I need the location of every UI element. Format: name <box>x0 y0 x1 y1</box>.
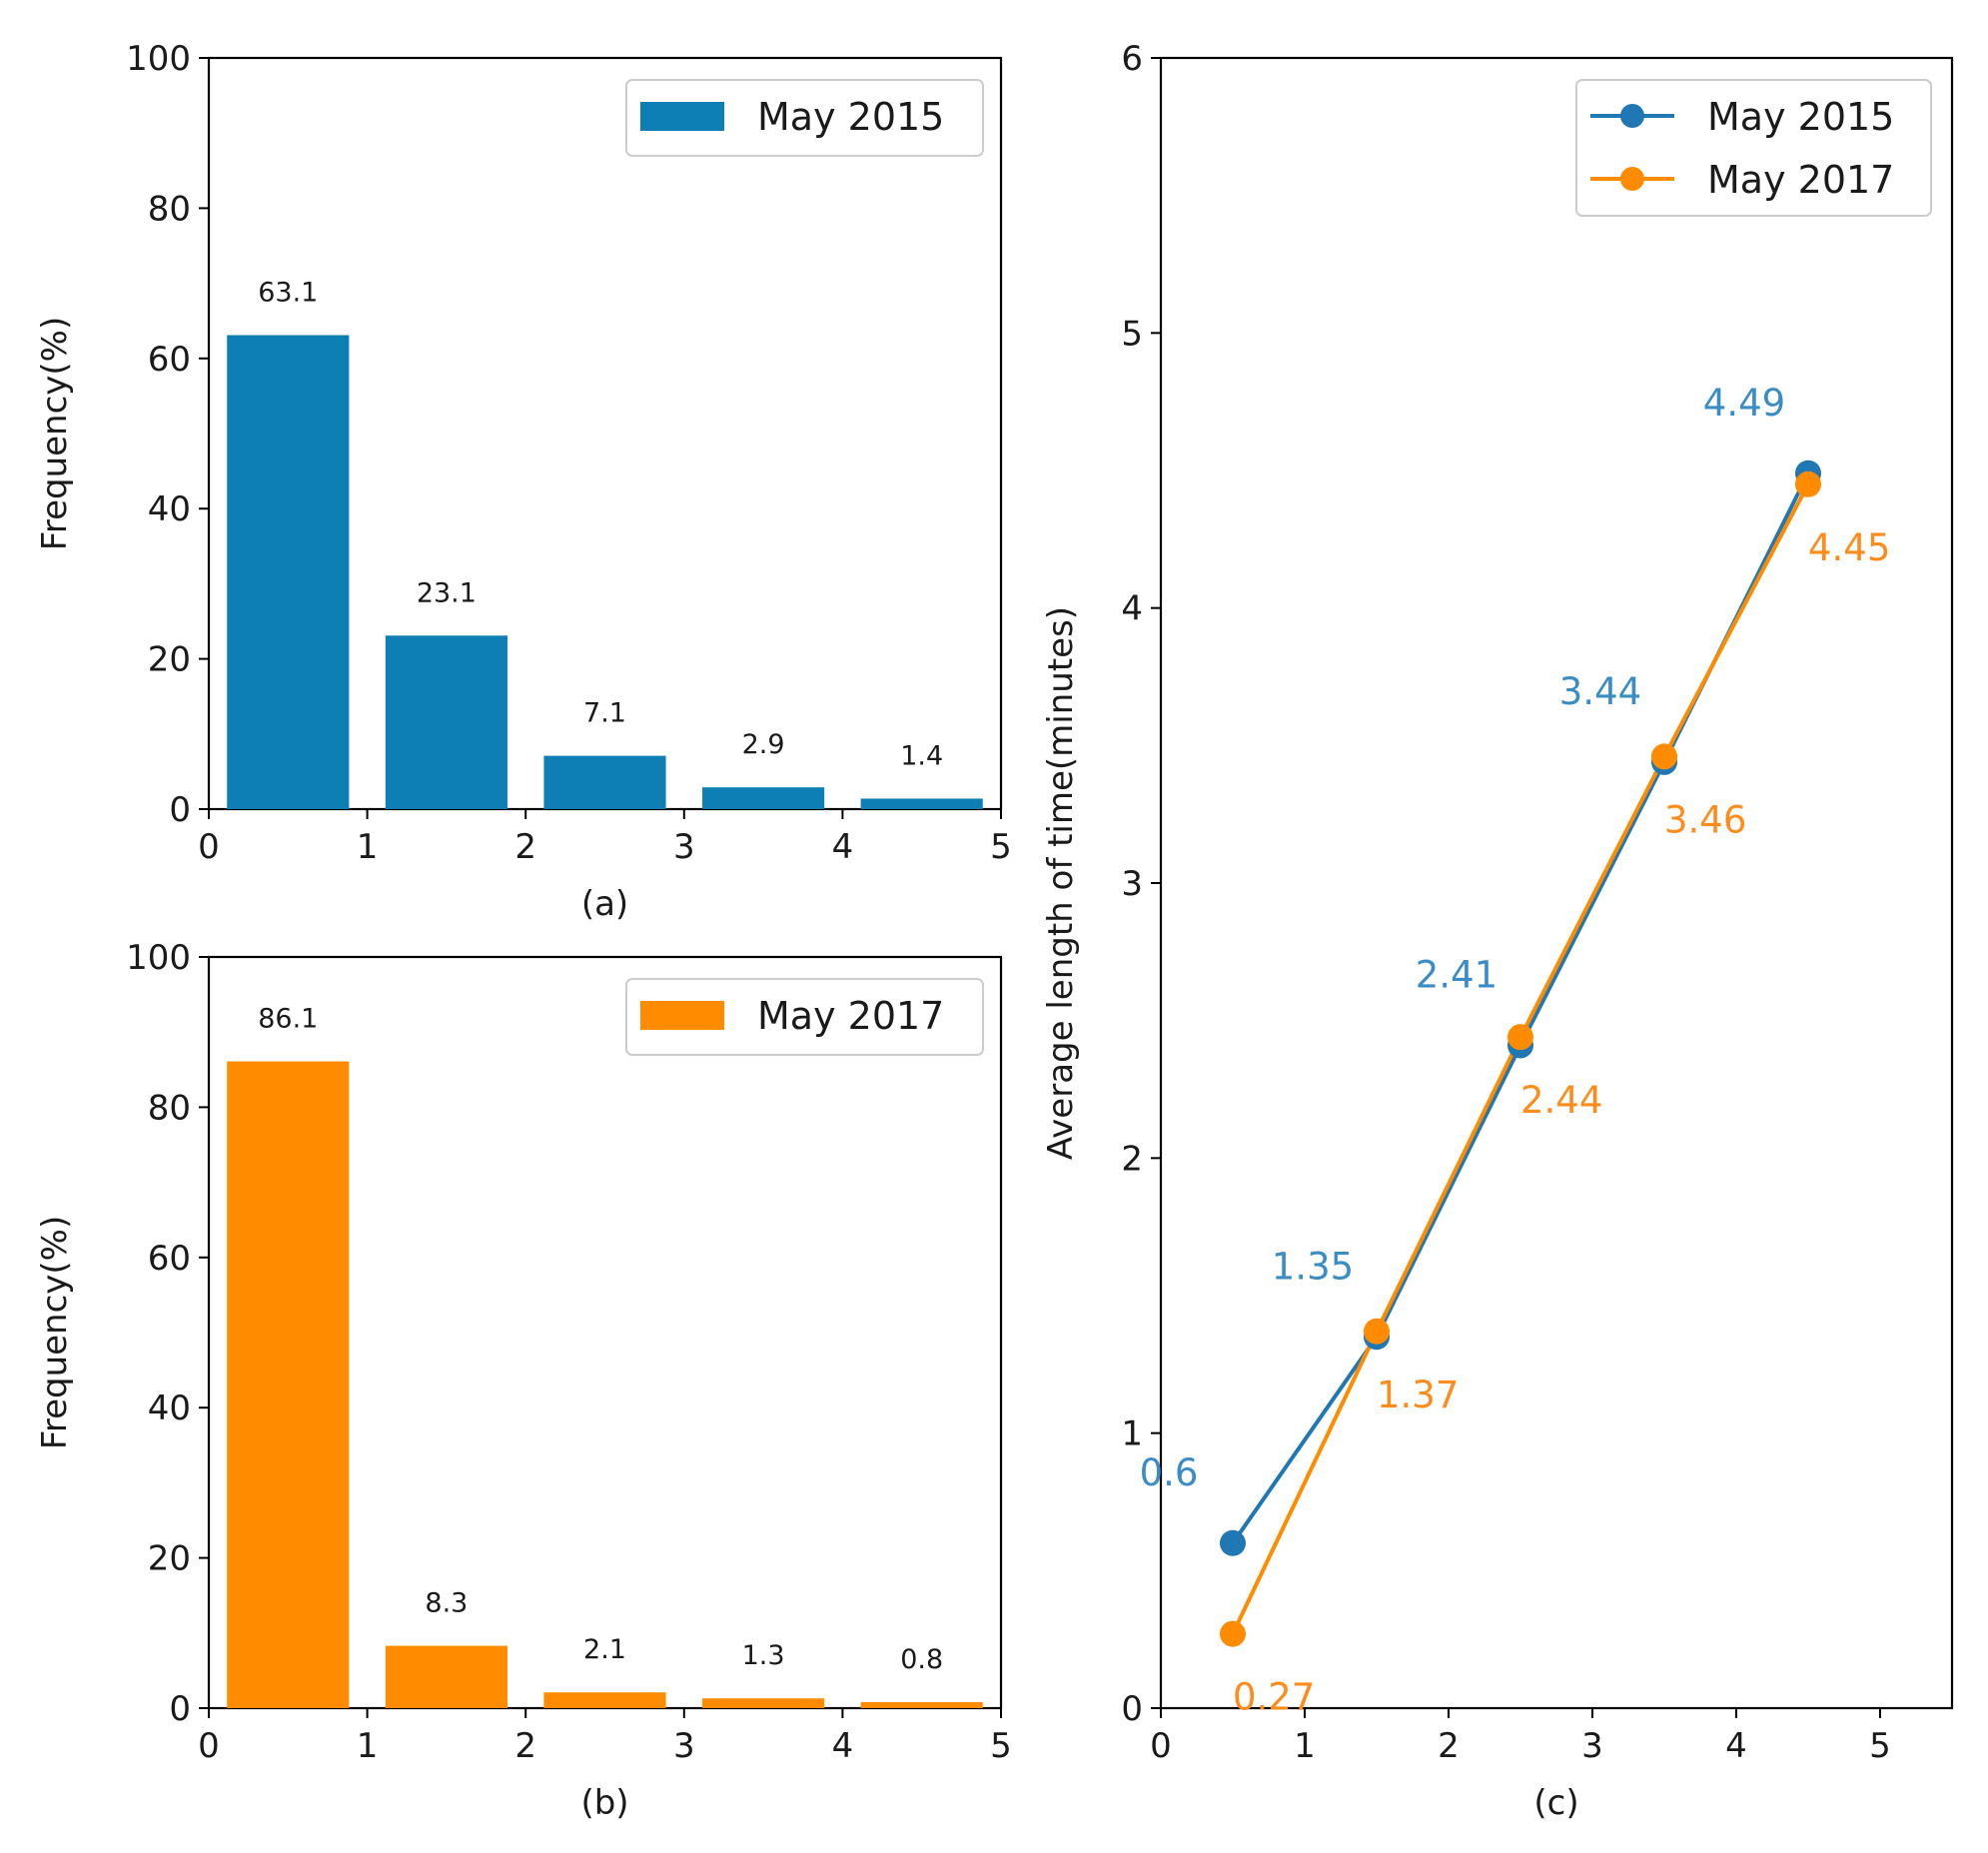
bar <box>227 1061 350 1708</box>
point-value-label: 1.37 <box>1377 1374 1459 1416</box>
bar <box>227 335 350 809</box>
x-tick-label: 1 <box>357 827 379 867</box>
y-axis-label: Frequency(%) <box>35 317 75 550</box>
y-tick-label: 100 <box>126 938 191 978</box>
legend-label: May 2017 <box>757 994 944 1038</box>
x-tick-label: 2 <box>514 1726 536 1766</box>
series-point-1 <box>1507 1024 1533 1051</box>
x-tick-label: 3 <box>1581 1726 1603 1766</box>
legend-swatch <box>640 102 724 131</box>
panel-caption: (b) <box>580 1783 628 1823</box>
axes-frame <box>1159 56 1954 1710</box>
chart-panel-a: 0 1 2 3 4 5 0 20 40 60 80 100 Frequency(%) (a) 63.1 23.… <box>35 39 1012 924</box>
x-tick-label: 4 <box>1725 1726 1747 1766</box>
legend-box <box>625 978 984 1056</box>
bar-value-label: 2.9 <box>742 729 785 760</box>
legend-label: May 2017 <box>1707 158 1894 202</box>
legend: May 2015 <box>625 79 984 157</box>
x-tick-label: 2 <box>1438 1726 1460 1766</box>
point-value-label: 4.45 <box>1808 526 1890 569</box>
y-tick-label: 80 <box>148 189 191 229</box>
point-value-label: 3.44 <box>1559 670 1641 713</box>
y-tick-label: 100 <box>126 39 191 79</box>
x-tick-label: 1 <box>1294 1726 1316 1766</box>
chart-panel-b: 0 1 2 3 4 5 0 20 40 60 80 100 Frequency(%) (b) 86.1 8.3… <box>35 938 1012 1823</box>
y-tick-label: 40 <box>148 1389 191 1428</box>
legend: May 2015 May 2017 <box>1575 79 1932 217</box>
legend-box <box>625 79 984 157</box>
x-tick-label: 0 <box>1150 1726 1172 1766</box>
series-line-1 <box>1231 482 1810 1635</box>
y-tick-label: 6 <box>1121 39 1143 79</box>
bar <box>860 1701 983 1708</box>
x-tick-label: 0 <box>198 827 220 867</box>
y-tick-label: 60 <box>148 1239 191 1279</box>
point-value-label: 1.35 <box>1272 1245 1354 1288</box>
y-tick-label: 5 <box>1121 314 1143 354</box>
series-point-1 <box>1795 470 1821 497</box>
bar-value-label: 2.1 <box>583 1634 626 1665</box>
legend-marker <box>1620 167 1644 191</box>
legend-marker <box>1620 104 1644 128</box>
y-axis-label: Average length of time(minutes) <box>1041 606 1081 1160</box>
bar <box>543 755 666 809</box>
y-axis-label: Frequency(%) <box>35 1216 75 1449</box>
legend: May 2017 <box>625 978 984 1056</box>
series-point-1 <box>1220 1620 1246 1647</box>
series-point-1 <box>1651 743 1677 770</box>
point-value-label: 0.6 <box>1140 1451 1199 1494</box>
bar <box>702 1698 825 1708</box>
bar-value-label: 86.1 <box>258 1004 318 1035</box>
y-tick-label: 4 <box>1121 589 1143 629</box>
bar-value-label: 1.4 <box>900 740 943 771</box>
point-value-label: 4.49 <box>1703 382 1785 425</box>
y-tick-label: 40 <box>148 489 191 529</box>
chart-panel-c: 0 1 2 3 4 5 0 1 2 3 4 5 6 Average length of time(minu… <box>1041 39 1954 1823</box>
bar <box>543 1692 666 1708</box>
x-tick-label: 0 <box>198 1726 220 1766</box>
x-tick-label: 5 <box>990 827 1012 867</box>
bar-value-label: 1.3 <box>742 1640 785 1671</box>
series-point-1 <box>1364 1318 1390 1345</box>
y-tick-label: 0 <box>169 1689 191 1729</box>
y-tick-label: 0 <box>1121 1689 1143 1729</box>
y-tick-label: 2 <box>1121 1139 1143 1179</box>
bar-value-label: 23.1 <box>417 577 477 608</box>
y-tick-label: 1 <box>1121 1414 1143 1454</box>
x-tick-label: 3 <box>673 827 695 867</box>
y-tick-label: 20 <box>148 1539 191 1579</box>
legend-label: May 2015 <box>1707 95 1894 139</box>
bar-value-label: 0.8 <box>900 1644 943 1675</box>
x-tick-label: 4 <box>832 1726 854 1766</box>
point-value-label: 3.46 <box>1664 798 1746 841</box>
panel-caption: (a) <box>581 884 628 924</box>
legend-label: May 2015 <box>757 95 944 139</box>
x-tick-label: 2 <box>514 827 536 867</box>
bar <box>702 787 825 809</box>
bar-value-label: 7.1 <box>583 698 626 729</box>
x-tick-label: 5 <box>990 1726 1012 1766</box>
y-tick-label: 0 <box>169 790 191 830</box>
bar <box>385 1645 507 1708</box>
x-tick-label: 5 <box>1869 1726 1891 1766</box>
y-tick-label: 60 <box>148 340 191 380</box>
series-line-0 <box>1231 471 1810 1544</box>
panel-caption: (c) <box>1533 1783 1578 1823</box>
x-tick-label: 1 <box>357 1726 379 1766</box>
point-value-label: 2.41 <box>1416 953 1497 996</box>
bar <box>860 798 983 809</box>
series-point-0 <box>1220 1529 1246 1556</box>
legend-swatch <box>640 1001 724 1030</box>
y-tick-label: 3 <box>1121 864 1143 904</box>
bar-value-label: 63.1 <box>258 277 318 308</box>
bar-value-label: 8.3 <box>425 1588 468 1619</box>
point-value-label: 2.44 <box>1520 1079 1602 1122</box>
y-tick-label: 20 <box>148 640 191 680</box>
y-tick-label: 80 <box>148 1088 191 1128</box>
x-tick-label: 4 <box>832 827 854 867</box>
point-value-label: 0.27 <box>1233 1676 1315 1719</box>
x-tick-label: 3 <box>673 1726 695 1766</box>
bar <box>385 635 507 809</box>
